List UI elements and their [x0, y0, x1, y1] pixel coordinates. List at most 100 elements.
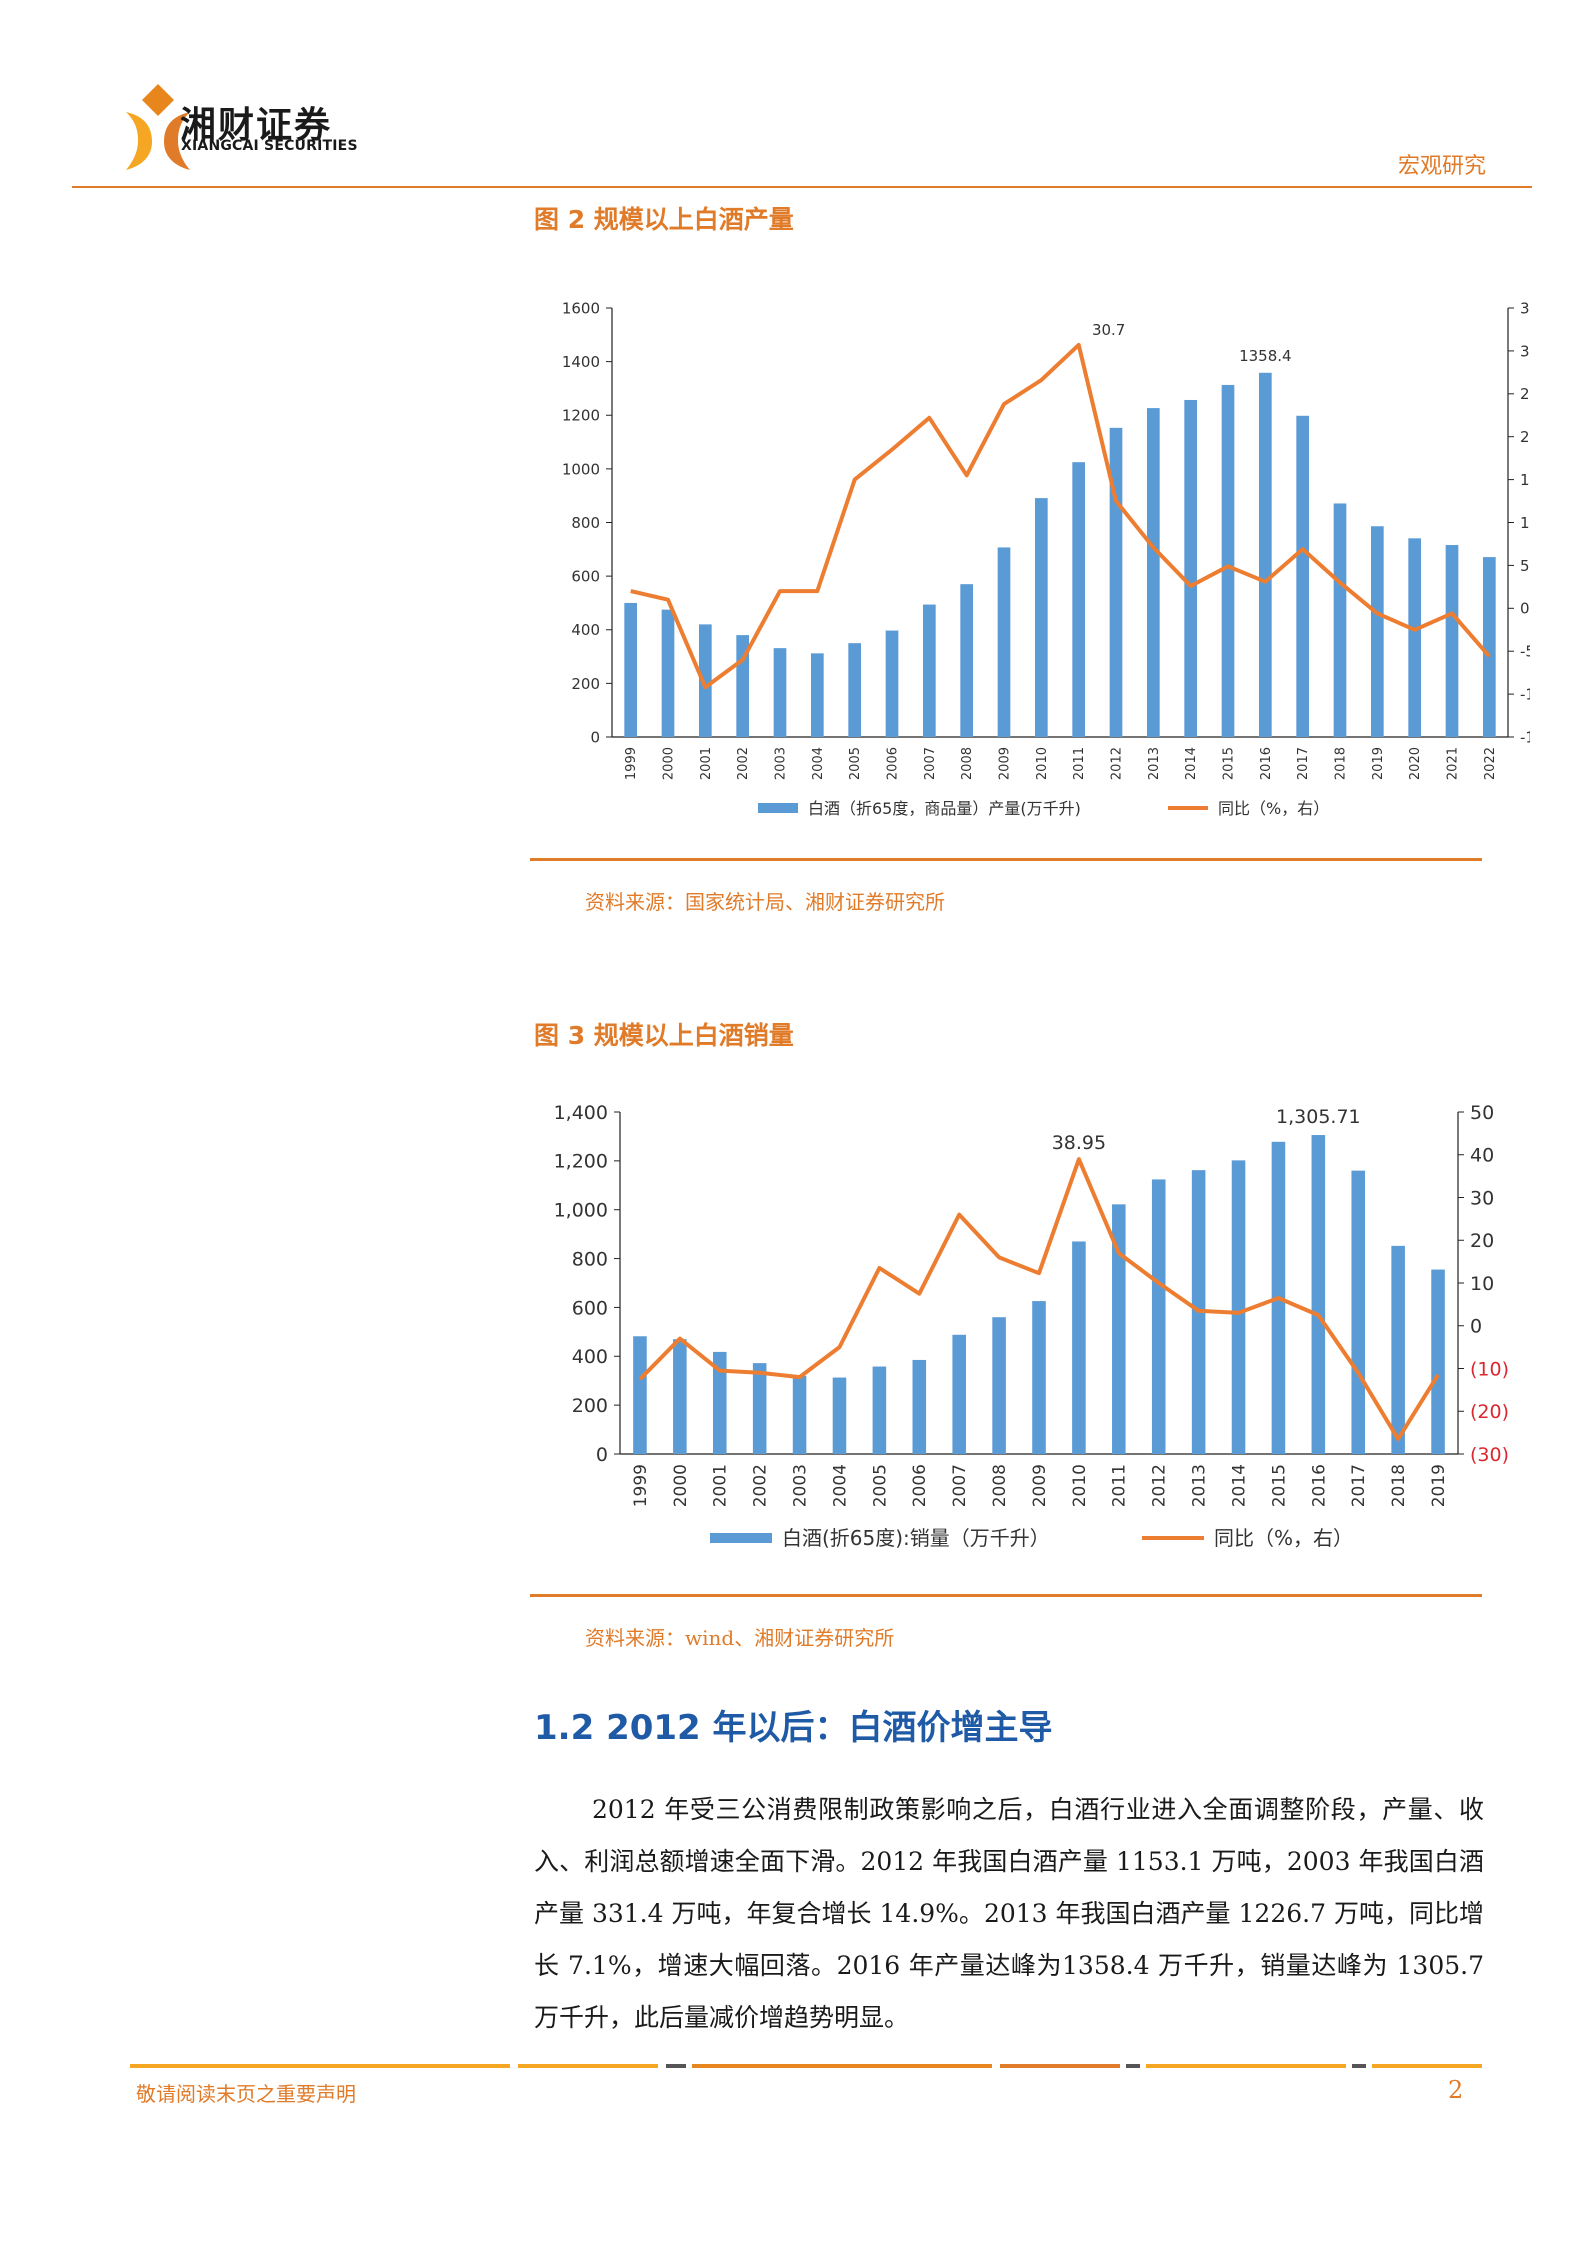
right-tick-label: 50 [1470, 1102, 1494, 1124]
bar [1258, 372, 1272, 737]
left-tick-label: 800 [571, 514, 600, 532]
right-tick-label: 35 [1520, 299, 1530, 317]
left-tick-label: 600 [571, 568, 600, 586]
left-tick-label: 400 [571, 621, 600, 639]
bar [1151, 1179, 1166, 1454]
logo-chinese-name: 湘财证券 [180, 105, 333, 146]
yoy-line [630, 342, 1491, 690]
page-number: 2 [1448, 2076, 1464, 2104]
bar [922, 604, 936, 737]
x-tick-label: 1999 [631, 1464, 651, 1507]
bar [1431, 1269, 1445, 1454]
x-tick-label: 2014 [1184, 747, 1199, 780]
left-tick-label: 1000 [562, 460, 600, 478]
section-heading: 1.2 2012 年以后：白酒价增主导 [534, 1708, 1053, 1748]
bar [1351, 1170, 1366, 1454]
x-tick-label: 2011 [1110, 1464, 1130, 1507]
right-tick-label: 0 [1470, 1316, 1482, 1338]
right-tick-label: 25 [1520, 385, 1530, 403]
company-logo-icon [126, 84, 190, 170]
x-tick-label: 2000 [671, 1464, 691, 1507]
bar [633, 1336, 647, 1454]
x-tick-label: 2020 [1408, 747, 1423, 780]
bar [673, 1339, 687, 1454]
bar [848, 643, 862, 737]
left-tick-label: 400 [572, 1346, 608, 1368]
bar [997, 547, 1011, 737]
x-tick-label: 2018 [1334, 747, 1349, 780]
line-peak-label: 38.95 [1052, 1132, 1106, 1154]
bar [1221, 384, 1235, 737]
x-tick-label: 2001 [699, 747, 714, 780]
figure2-divider [530, 858, 1482, 861]
legend-line-label: 同比（%，右） [1214, 1526, 1353, 1550]
bar [1032, 1301, 1046, 1454]
report-category: 宏观研究 [1397, 154, 1486, 179]
bar [1391, 1245, 1405, 1454]
figure3-source: 资料来源：wind、湘财证券研究所 [585, 1626, 895, 1650]
bar [773, 648, 787, 737]
left-tick-label: 1200 [562, 407, 600, 425]
right-tick-label: 30 [1520, 342, 1530, 360]
bar [1333, 503, 1347, 737]
bar [832, 1377, 847, 1454]
bar [1184, 399, 1198, 737]
right-tick-label: -10 [1520, 686, 1530, 704]
yoy-line [638, 1157, 1440, 1441]
x-tick-label: 2000 [662, 747, 677, 780]
bar [1072, 462, 1086, 737]
left-tick-label: 600 [572, 1297, 608, 1319]
x-tick-label: 2021 [1446, 747, 1461, 780]
figure3-divider [530, 1594, 1482, 1597]
right-tick-label: -5 [1520, 643, 1530, 661]
bar [1231, 1160, 1246, 1454]
x-tick-label: 2019 [1429, 1464, 1449, 1507]
legend-bar-swatch [758, 803, 798, 813]
x-tick-label: 2014 [1229, 1464, 1249, 1507]
bar [661, 609, 675, 737]
bar [992, 1317, 1006, 1454]
bar [1311, 1135, 1326, 1454]
x-tick-label: 2010 [1035, 747, 1050, 780]
right-tick-label: 10 [1520, 514, 1530, 532]
right-tick-label: 20 [1470, 1230, 1494, 1252]
bar [810, 653, 824, 737]
right-tick-label: 30 [1470, 1187, 1494, 1209]
x-tick-label: 2009 [998, 747, 1013, 780]
left-tick-label: 1600 [562, 299, 600, 317]
header-divider [72, 186, 1532, 188]
footer-decorative-bar [130, 2064, 1482, 2068]
x-tick-label: 2004 [811, 747, 826, 780]
body-paragraph: 2012 年受三公消费限制政策影响之后，白酒行业进入全面调整阶段，产量、收入、利… [534, 1795, 1484, 2032]
legend-bar-swatch [710, 1533, 772, 1543]
body-text: 2012 年受三公消费限制政策影响之后，白酒行业进入全面调整阶段，产量、收入、利… [534, 1784, 1484, 2044]
bar [752, 1363, 767, 1454]
bar [698, 624, 712, 737]
right-tick-label: 20 [1520, 428, 1530, 446]
left-tick-label: 200 [571, 675, 600, 693]
x-tick-label: 2013 [1190, 1464, 1210, 1507]
logo-english-name: XIANGCAI SECURITIES [181, 138, 358, 154]
x-tick-label: 2015 [1269, 1464, 1289, 1507]
bar [912, 1359, 927, 1454]
x-tick-label: 2022 [1483, 747, 1498, 780]
x-tick-label: 2001 [711, 1464, 731, 1507]
x-tick-label: 2008 [990, 1464, 1010, 1507]
bar [792, 1375, 807, 1454]
x-tick-label: 2019 [1371, 747, 1386, 780]
right-tick-label: 0 [1520, 600, 1530, 618]
x-tick-label: 2013 [1147, 747, 1162, 780]
bar [960, 584, 974, 737]
left-tick-label: 1400 [562, 353, 600, 371]
left-tick-label: 800 [572, 1248, 608, 1270]
left-tick-label: 200 [572, 1395, 608, 1417]
bar [952, 1334, 966, 1454]
figure2-source: 资料来源：国家统计局、湘财证券研究所 [585, 890, 945, 914]
bar [1296, 415, 1310, 737]
x-tick-label: 2017 [1349, 1464, 1369, 1507]
right-tick-label: 5 [1520, 557, 1530, 575]
bar [624, 602, 638, 737]
x-tick-label: 2002 [751, 1464, 771, 1507]
sales-chart: 02004006008001,0001,2001,400(30)(20)(10)… [554, 1102, 1509, 1550]
x-tick-label: 2011 [1072, 747, 1087, 780]
